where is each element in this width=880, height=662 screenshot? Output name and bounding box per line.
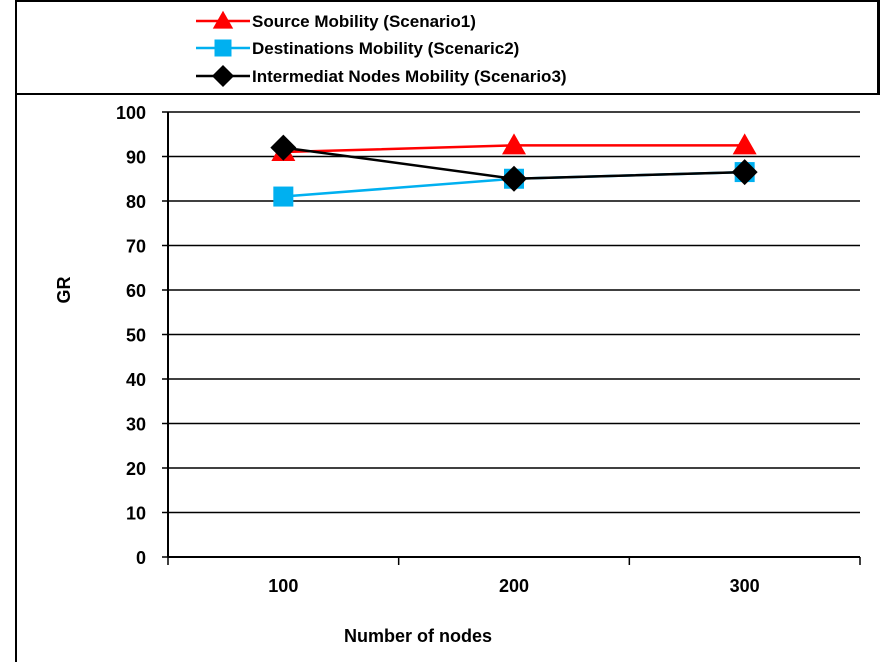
legend-marker	[212, 10, 234, 29]
x-axis-label: Number of nodes	[344, 626, 492, 646]
y-tick-label: 40	[126, 370, 146, 390]
y-tick-label: 50	[126, 326, 146, 346]
data-point	[273, 186, 294, 207]
series-3	[270, 134, 758, 192]
data-point	[501, 165, 527, 192]
data-point	[732, 133, 757, 155]
y-tick-label: 20	[126, 459, 146, 479]
legend-label: Destinations Mobility (Scenaric2)	[252, 39, 519, 58]
x-tick-label: 300	[730, 576, 760, 596]
plot-area: 0 10 20 30 40 50 60 70 80 90 100 100 200 300	[116, 103, 861, 596]
y-tick-label: 10	[126, 504, 146, 524]
legend-marker	[214, 39, 232, 57]
legend-entry: Destinations Mobility (Scenaric2)	[196, 39, 519, 58]
x-tick-label: 100	[268, 576, 298, 596]
y-tick-label: 60	[126, 281, 146, 301]
y-tick-label: 30	[126, 415, 146, 435]
y-tick-label: 0	[136, 548, 146, 568]
data-point	[270, 134, 297, 161]
y-axis-label: GR	[54, 276, 74, 303]
legend-entry: Intermediat Nodes Mobility (Scenario3)	[196, 64, 567, 88]
y-tick-label: 100	[116, 103, 146, 123]
x-tick-label: 200	[499, 576, 529, 596]
legend-entry: Source Mobility (Scenario1)	[196, 10, 476, 31]
y-tick-label: 80	[126, 192, 146, 212]
legend-marker	[211, 64, 235, 88]
y-tick-label: 70	[126, 237, 146, 257]
legend-label: Intermediat Nodes Mobility (Scenario3)	[252, 67, 567, 86]
y-tick-label: 90	[126, 148, 146, 168]
legend-label: Source Mobility (Scenario1)	[252, 12, 476, 31]
legend: Source Mobility (Scenario1) Destinations …	[15, 0, 879, 95]
data-point	[731, 159, 758, 186]
data-point	[502, 133, 526, 155]
legend-box	[15, 0, 879, 95]
